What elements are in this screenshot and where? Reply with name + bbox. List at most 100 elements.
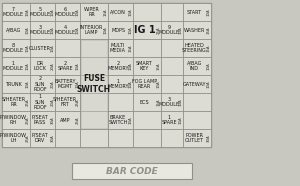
Text: 2
SUN
ROOF: 2 SUN ROOF xyxy=(33,76,47,92)
Text: 10A: 10A xyxy=(26,80,29,88)
Text: 10A: 10A xyxy=(128,80,133,88)
Text: P/WINDOW
LH: P/WINDOW LH xyxy=(0,133,27,143)
Text: ECS: ECS xyxy=(140,100,149,105)
Text: 10A: 10A xyxy=(128,116,133,124)
Text: 15A: 15A xyxy=(206,26,211,34)
Text: 10A: 10A xyxy=(76,8,80,16)
Bar xyxy=(2,21,30,39)
Text: 5
MODULE: 5 MODULE xyxy=(29,7,51,17)
Text: 25A: 25A xyxy=(157,26,160,34)
Text: 10A: 10A xyxy=(76,26,80,34)
Bar xyxy=(161,93,183,111)
Text: P/SEAT
DRV: P/SEAT DRV xyxy=(32,133,48,143)
Text: MULTI
MEDIA: MULTI MEDIA xyxy=(110,43,126,53)
Text: 10A: 10A xyxy=(178,98,182,106)
Text: 1
MEMORY: 1 MEMORY xyxy=(107,79,129,89)
Text: 10A: 10A xyxy=(26,62,29,70)
Text: WASHER: WASHER xyxy=(184,28,205,33)
Bar xyxy=(133,93,161,111)
Bar xyxy=(183,111,211,129)
Text: 10A: 10A xyxy=(178,26,182,34)
Bar xyxy=(30,111,55,129)
Bar xyxy=(30,75,55,93)
Bar xyxy=(108,21,133,39)
Text: TRUNK: TRUNK xyxy=(5,81,22,86)
Text: 30A: 30A xyxy=(206,134,211,142)
Bar xyxy=(72,163,192,179)
Bar xyxy=(30,21,55,39)
Text: WIPER
RR: WIPER RR xyxy=(84,7,99,17)
Bar xyxy=(183,75,211,93)
Text: 4
MODULE: 4 MODULE xyxy=(54,25,76,35)
Text: BAR CODE: BAR CODE xyxy=(106,166,158,176)
Text: 7
MODULE: 7 MODULE xyxy=(3,7,24,17)
Text: 10A: 10A xyxy=(50,26,55,34)
Bar xyxy=(161,39,183,57)
Bar xyxy=(55,57,80,75)
Bar xyxy=(30,39,55,57)
Bar xyxy=(161,75,183,93)
Text: GATEWAY: GATEWAY xyxy=(183,81,206,86)
Text: 9
MODULE: 9 MODULE xyxy=(159,25,180,35)
Text: 20A: 20A xyxy=(50,98,55,106)
Text: 1
SUN
ROOF: 1 SUN ROOF xyxy=(33,94,47,110)
Text: P/SEAT
PASS: P/SEAT PASS xyxy=(32,115,48,125)
Text: 25A: 25A xyxy=(26,134,29,142)
Bar xyxy=(2,93,30,111)
Bar xyxy=(30,93,55,111)
Bar xyxy=(55,21,80,39)
Bar xyxy=(2,3,211,147)
Text: 10A: 10A xyxy=(26,8,29,16)
Bar xyxy=(2,39,30,57)
Bar xyxy=(108,57,133,75)
Text: CLUSTER: CLUSTER xyxy=(29,46,51,51)
Bar xyxy=(133,111,161,129)
Text: 10A: 10A xyxy=(178,116,182,124)
Text: 10A: 10A xyxy=(103,26,107,34)
Bar xyxy=(55,129,80,147)
Text: MDPS: MDPS xyxy=(111,28,125,33)
Text: 15A: 15A xyxy=(157,62,160,70)
Text: 10A: 10A xyxy=(76,62,80,70)
Bar xyxy=(108,39,133,57)
Bar xyxy=(108,111,133,129)
Bar xyxy=(183,129,211,147)
Bar xyxy=(80,39,108,129)
Text: 20A: 20A xyxy=(50,62,55,70)
Text: A/BAG
IND: A/BAG IND xyxy=(187,61,202,71)
Bar xyxy=(30,3,55,21)
Text: 25A: 25A xyxy=(76,116,80,124)
Bar xyxy=(108,129,133,147)
Text: 15A: 15A xyxy=(206,44,211,52)
Bar xyxy=(161,3,183,21)
Text: 15A: 15A xyxy=(157,98,160,106)
Text: FOG LAMP
REAR: FOG LAMP REAR xyxy=(132,79,157,89)
Text: 25A: 25A xyxy=(76,98,80,106)
Text: 15A: 15A xyxy=(103,8,107,16)
Text: SMART
KEY: SMART KEY xyxy=(136,61,153,71)
Text: INTERIOR
LAMP: INTERIOR LAMP xyxy=(80,25,103,35)
Text: A/CON: A/CON xyxy=(110,9,126,15)
Bar xyxy=(80,129,108,147)
Bar xyxy=(183,93,211,111)
Text: 2
SPARE: 2 SPARE xyxy=(57,61,73,71)
Text: 10A: 10A xyxy=(26,44,29,52)
Text: P/WINDOW
RH: P/WINDOW RH xyxy=(0,115,27,125)
Text: 10A: 10A xyxy=(206,62,211,70)
Text: 10A: 10A xyxy=(157,80,160,88)
Text: BATTERY
MGMT: BATTERY MGMT xyxy=(54,79,76,89)
Text: 2
MEMORY: 2 MEMORY xyxy=(107,61,129,71)
Text: S/HEATER
RR: S/HEATER RR xyxy=(2,97,26,107)
Bar xyxy=(183,3,211,21)
Bar xyxy=(30,57,55,75)
Text: 20A: 20A xyxy=(50,80,55,88)
Bar xyxy=(30,129,55,147)
Bar xyxy=(133,39,161,57)
Bar xyxy=(183,21,211,39)
Text: 6
MODULE: 6 MODULE xyxy=(54,7,76,17)
Text: 30A: 30A xyxy=(50,134,55,142)
Bar xyxy=(2,129,30,147)
Text: 10A: 10A xyxy=(128,26,133,34)
Bar xyxy=(2,3,30,21)
Text: BRAKE
SWITCH: BRAKE SWITCH xyxy=(108,115,128,125)
